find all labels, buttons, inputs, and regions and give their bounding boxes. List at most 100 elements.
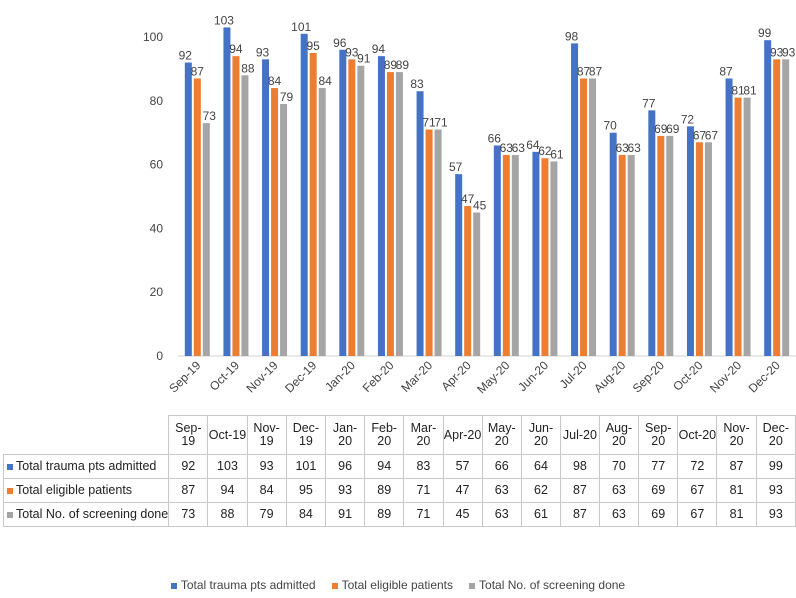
bar-value-label: 69 (654, 122, 668, 136)
legend-swatch (331, 582, 338, 589)
x-tick-label: Dec-20 (746, 358, 783, 395)
x-tick-label: Apr-20 (438, 358, 474, 394)
table-row: Total No. of screening done 73 88 79 84 91 89 7… (2, 502, 796, 527)
legend-item: Total trauma pts admitted (170, 578, 316, 592)
bar-value-label: 93 (770, 45, 784, 59)
bar-value-label: 71 (422, 116, 436, 130)
table-header-cell: Nov- 19 (246, 415, 287, 455)
table-cell: 95 (285, 478, 327, 503)
table-cell: 64 (520, 454, 562, 479)
bar-value-label: 84 (268, 74, 282, 88)
bar-Apr-20-series-2 (464, 206, 472, 356)
table-header-cell: Feb- 20 (364, 415, 405, 455)
table-row-header: Total eligible patients (2, 478, 170, 503)
bar-value-label: 79 (280, 90, 294, 104)
bar-value-label: 94 (372, 42, 386, 56)
bar-value-label: 67 (693, 128, 707, 142)
bar-Aug-20-series-1 (609, 132, 617, 356)
table-header-cell: Aug- 20 (598, 415, 640, 455)
bar-Oct-19-series-2 (232, 56, 240, 356)
bar-Nov-19-series-2 (271, 88, 279, 356)
bar-Apr-20-series-3 (473, 212, 481, 356)
table-cell: 94 (364, 454, 405, 479)
table-cell: 81 (716, 478, 757, 503)
table-header-cell: Oct-19 (207, 415, 248, 455)
bar-Oct-20-series-3 (704, 142, 712, 356)
table-cell: 47 (442, 478, 483, 503)
bar-value-label: 45 (473, 198, 487, 212)
table-cell: 69 (638, 478, 679, 503)
table-row: Total eligible patients 87 94 84 95 93 89 71 47 6… (2, 478, 796, 503)
table-cell: 103 (207, 454, 248, 479)
bar-value-label: 91 (357, 52, 371, 66)
y-tick-label: 100 (143, 30, 163, 44)
table-cell: 70 (598, 454, 640, 479)
bar-May-20-series-1 (493, 145, 501, 356)
bar-value-label: 87 (577, 64, 591, 78)
bar-Jul-20-series-1 (571, 43, 579, 356)
bar-value-label: 63 (616, 141, 630, 155)
x-tick-label: Nov-19 (243, 358, 280, 395)
bar-Sep-19-series-3 (202, 123, 210, 356)
bar-value-label: 93 (256, 45, 270, 59)
table-cell: 84 (246, 478, 287, 503)
x-tick-label: Sep-19 (166, 358, 203, 395)
bar-Aug-20-series-2 (618, 155, 626, 356)
table-cell: 61 (520, 502, 562, 527)
bar-value-label: 89 (384, 58, 398, 72)
bar-value-label: 96 (333, 36, 347, 50)
table-header-cell: Dec- 20 (755, 415, 796, 455)
bar-value-label: 81 (731, 84, 745, 98)
bar-Mar-20-series-2 (425, 129, 433, 356)
bar-Dec-20-series-2 (773, 59, 781, 357)
bar-value-label: 87 (589, 64, 603, 78)
x-tick-label: Jan-20 (322, 358, 358, 394)
bars (184, 27, 790, 357)
table-row-header: Total trauma pts admitted (2, 454, 170, 479)
table-header-cell: Oct-20 (677, 415, 718, 455)
bar-Jul-20-series-3 (589, 78, 597, 356)
table-header-cell: Nov- 20 (716, 415, 757, 455)
bar-value-label: 71 (434, 116, 448, 130)
table-corner (3, 415, 170, 455)
table-cell: 77 (638, 454, 679, 479)
y-tick-label: 0 (156, 349, 163, 363)
bar-value-label: 95 (307, 39, 321, 53)
table-cell: 93 (246, 454, 287, 479)
table-header-cell: Apr-20 (442, 415, 483, 455)
bar-Sep-20-series-1 (648, 110, 656, 357)
y-tick-label: 60 (150, 158, 164, 172)
x-tick-label: Dec-19 (282, 358, 319, 395)
bar-value-label: 63 (500, 141, 514, 155)
table-row: Total trauma pts admitted 92 103 93 101 96 94 8… (2, 454, 796, 479)
bar-value-label: 66 (488, 131, 502, 145)
bar-value-label: 63 (512, 141, 526, 155)
bar-Dec-19-series-3 (318, 88, 326, 356)
bar-Nov-19-series-3 (280, 103, 288, 357)
table-cell: 81 (716, 502, 757, 527)
table-cell: 63 (598, 478, 640, 503)
bar-Jan-20-series-1 (339, 49, 347, 356)
bar-Dec-20-series-1 (764, 40, 772, 356)
bar-Jul-20-series-2 (580, 78, 588, 356)
bar-Feb-20-series-3 (395, 72, 403, 356)
y-tick-label: 40 (150, 221, 164, 235)
x-tick-label: Oct-19 (207, 358, 243, 394)
table-cell: 63 (481, 478, 522, 503)
bar-value-label: 47 (461, 192, 475, 206)
table-header-cell: Jul-20 (560, 415, 600, 455)
bar-value-label: 57 (449, 160, 463, 174)
bar-Jan-20-series-3 (357, 65, 365, 357)
table-cell: 79 (246, 502, 287, 527)
bar-value-label: 98 (565, 29, 579, 43)
bar-value-label: 87 (191, 64, 205, 78)
bar-Oct-19-series-1 (223, 27, 231, 357)
bar-May-20-series-3 (511, 155, 519, 356)
bar-value-label: 77 (642, 96, 656, 110)
table-cell: 63 (598, 502, 640, 527)
bar-Apr-20-series-1 (455, 174, 463, 356)
bar-value-label: 72 (681, 112, 695, 126)
bar-value-label: 88 (241, 61, 255, 75)
x-tick-label: Mar-20 (398, 358, 435, 395)
table-cell: 87 (560, 478, 600, 503)
